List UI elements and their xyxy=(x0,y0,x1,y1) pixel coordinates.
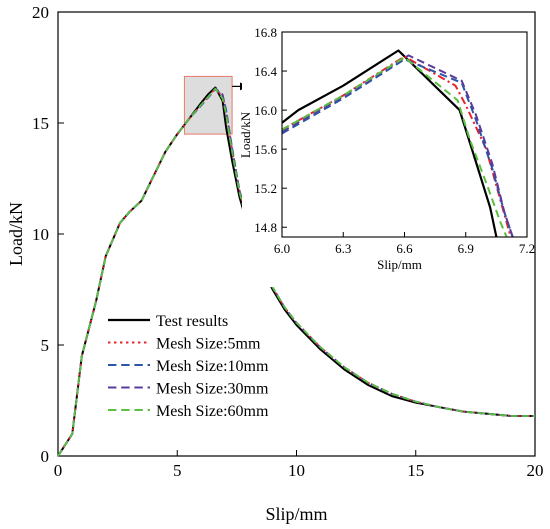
x-tick-label: 20 xyxy=(527,461,544,480)
inset-background xyxy=(242,20,533,287)
series-line-5 xyxy=(57,87,535,457)
x-tick-label: 0 xyxy=(54,461,63,480)
inset-y-axis-title: Load/kN xyxy=(238,111,253,158)
x-axis-title: Slip/mm xyxy=(265,504,327,524)
inset-y-tick-label: 16.8 xyxy=(254,25,277,40)
inset-x-tick-label: 6.3 xyxy=(335,241,351,256)
inset-series-line-1 xyxy=(282,49,498,237)
y-tick-label: 0 xyxy=(41,447,50,466)
y-tick-label: 20 xyxy=(32,3,49,22)
legend-label-2: Mesh Size:5mm xyxy=(156,336,261,353)
inset-x-tick-label: 6.0 xyxy=(274,241,290,256)
inset-series-line-5 xyxy=(282,56,508,237)
inset-x-tick-label: 6.9 xyxy=(458,241,474,256)
y-tick-label: 5 xyxy=(41,336,50,355)
inset-x-axis-title: Slip/mm xyxy=(377,257,422,272)
inset-y-tick-label: 14.8 xyxy=(254,220,277,235)
inset-plot: 6.0 6.3 6.6 6.9 7.2 14.8 15.2 15.6 16.0 16.4 16.8 S… xyxy=(238,20,535,287)
legend-label-4: Mesh Size:30mm xyxy=(156,381,269,398)
x-tick-label: 10 xyxy=(288,461,305,480)
inset-y-tick-label: 16.0 xyxy=(254,103,277,118)
main-plot: 0 5 10 15 20 0 5 10 15 20 Slip/mm Load/kN xyxy=(6,3,544,524)
inset-series-line-4 xyxy=(282,54,514,237)
inset-y-tick-label: 15.6 xyxy=(254,142,277,157)
inset-x-tick-label: 7.2 xyxy=(519,241,535,256)
legend: Test results Mesh Size:5mm Mesh Size:10mm M… xyxy=(108,313,269,420)
inset-x-tick-label: 6.6 xyxy=(396,241,413,256)
inset-y-tick-label: 16.4 xyxy=(254,64,277,79)
y-tick-label: 10 xyxy=(32,225,49,244)
legend-label-5: Mesh Size:60mm xyxy=(156,403,269,420)
inset-y-tick-label: 15.2 xyxy=(254,181,277,196)
x-tick-label: 5 xyxy=(173,461,182,480)
y-axis-title: Load/kN xyxy=(6,202,26,266)
legend-label-3: Mesh Size:10mm xyxy=(156,358,269,375)
legend-label-1: Test results xyxy=(156,313,228,330)
inset-series-line-3 xyxy=(282,58,514,237)
y-tick-label: 15 xyxy=(32,114,49,133)
x-tick-label: 15 xyxy=(407,461,424,480)
inset-series-group xyxy=(282,49,514,237)
